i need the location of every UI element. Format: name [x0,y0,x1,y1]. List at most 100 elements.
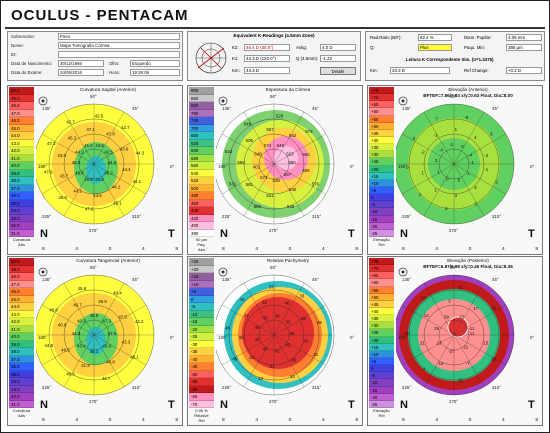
scale-cell: 0 [189,295,214,303]
topography-map: -1 -1 3 1 3 1 5 3 6 0 1 1 1 1 0 3 -2 0 -4 -1 7 -1 1 -5 0 4 6 -4 -2 [396,103,515,225]
map-value: 42.7 [66,120,75,125]
id-field[interactable] [58,51,180,58]
map-value: 44.8 [45,343,54,348]
details-button[interactable]: Details [320,67,356,75]
axis-tick: 8 [355,247,358,252]
scale-cell: +35 [369,315,394,323]
scale-cell: -20 [369,393,394,401]
scale-cell: 500 [189,184,214,192]
map-value: 556 [254,204,262,209]
scale-caption: Elevação [373,408,390,413]
scale-cell: 36.0 [9,363,34,371]
scale-cell: 43.0 [9,310,34,318]
map-panel-tangential[interactable]: 50.0 49.0 48.0 47.0 46.0 45.0 44.0 43.0 42.0 41.0… [7,256,183,426]
map-value: -2 [421,150,425,155]
name-field[interactable]: Mapa Tomografia Córnea [58,42,180,49]
q-value: -1.22 [320,55,356,62]
axis-tick: 4 [75,247,78,252]
map-panel-elev_front[interactable]: +75 +70 +65 +60 +55 +50 +45 +40 +35 +30 +25 +20 +15 +… [367,85,543,255]
map-panel-elev_back[interactable]: +75 +70 +65 +60 +55 +50 +45 +40 +35 +30 +25 +20 +15 +… [367,256,543,426]
temporal-label: T [348,399,355,411]
scale-cell: -35 [189,348,214,356]
map-subtitle: BFTEF=6.87/6.98 x/y=0.45 Float, Dia=8.36 [423,264,513,269]
degree-label: 315° [492,214,502,219]
map-value: 44.8 [106,360,115,365]
ref-change-label: Ref Change: [464,68,489,73]
degree-label: 45° [492,106,499,111]
map-value: 21 [458,377,463,382]
scale-cell: 46.0 [9,288,34,296]
scale-cell: 31.0 [9,400,34,408]
scale-cell: 47.0 [9,109,34,117]
map-value: 44.7 [102,376,111,381]
birthdate-label: Data de Nascimento: [11,61,52,66]
map-value: 3 [448,298,451,303]
map-value: 42 [244,313,249,318]
time-field[interactable]: 19:26:06 [130,69,180,76]
scale-cell: 380 [189,229,214,237]
header-divider [5,27,545,29]
map-panel-pachymetry[interactable]: +25 +20 +15 +10 +5 0 -5 -10 -15 -20 -25 -30 -35 -40 -4… [187,256,363,426]
map-value: 0 [461,144,464,149]
map-value: 548 [244,122,252,127]
color-scale: +25 +20 +15 +10 +5 0 -5 -10 -15 -20 -25 -30 -35 -40 -4… [189,258,214,408]
map-panel-thickness[interactable]: 900 860 820 780 740 700 660 620 600 580 560 540 520 5… [187,85,363,255]
degree-label: 135° [222,277,232,282]
map-value: -4 [421,366,425,371]
axis-tick: 8 [42,418,45,423]
degree-label: 270° [269,399,279,404]
axis-tick: 8 [42,247,45,252]
scale-cell: 480 [189,192,214,200]
k2-label: K2: [232,45,239,50]
map-value: 21 [270,364,275,369]
exam-date-field[interactable]: 24/05/2016 [58,69,104,76]
scale-cell: 42.0 [9,318,34,326]
scale-cell: 36.0 [9,192,34,200]
id-label: ID: [11,52,17,57]
eye-field[interactable]: Esquerdo [130,60,180,67]
map-value: 43.9 [102,344,111,349]
degree-label: 135° [42,277,52,282]
map-value: 42.5 [104,149,113,154]
birthdate-field[interactable]: 30/12/1966 [58,60,104,67]
map-value: 1 [419,192,422,197]
map-value: -1 [470,160,474,165]
scale-caption: Curvatura [12,408,31,413]
map-value: 1 [421,171,424,176]
map-value: -4 [468,152,472,157]
map-value: 596 [302,168,310,173]
scale-cell: -10 [369,208,394,216]
axis-tick: 4 [501,418,505,423]
map-value: 32 [262,299,267,304]
scale-cell: 39.0 [9,169,34,177]
scale-cell: 0 [369,365,394,373]
topography-map: 11 15 10 21 -7 21 -27 -14 -4 23 21 20 29 14 13 39 3 11 10 1… [396,274,515,396]
map-value: 43.3 [122,340,131,345]
axis-tick: 8 [175,418,178,423]
map-value: 3 [455,193,458,198]
scale-cell: 740 [189,117,214,125]
scale-cell: 41.0 [9,325,34,333]
scale-cell: -10 [369,379,394,387]
surname-field[interactable]: Pires [58,33,180,40]
pachy-min-value: 385 µm [506,44,542,51]
map-value: 44.2 [75,149,84,154]
scale-cell: 37.0 [9,355,34,363]
map-panel-sagittal[interactable]: 50.0 49.0 48.0 47.0 46.0 45.0 44.0 43.0 42.0 41.0… [7,85,183,255]
degree-label: 90° [270,265,277,270]
map-value: 23 [436,341,441,346]
map-value: 49.9 [98,299,107,304]
map-value: 6 [445,206,448,211]
scale-cell: 820 [189,102,214,110]
km-sim-label: Km: [370,68,378,73]
time-label: Hora: [109,70,120,75]
scale-cell: 33.0 [9,385,34,393]
map-value: 45.1 [130,354,139,359]
scale-cell: 33.0 [9,214,34,222]
map-value: 47.5 [118,315,127,320]
topography-map: 590 596 576 597 542 545 539 531 556 574 581 531 401 5… [216,103,335,225]
map-value: 47.1 [86,127,95,132]
degree-label: 90° [90,94,97,99]
degree-label: 0° [170,164,175,169]
scale-cell: 48.0 [9,273,34,281]
